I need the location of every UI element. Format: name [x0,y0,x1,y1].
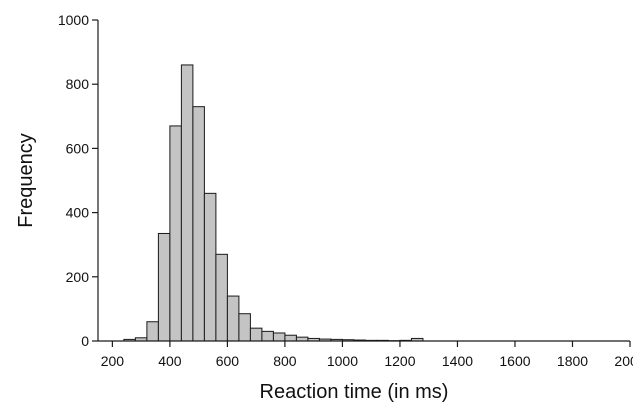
y-tick-label: 0 [81,333,89,349]
histogram-bar [180,64,194,342]
x-tick-label: 1800 [557,353,588,369]
x-tick-label: 400 [158,353,182,369]
y-tick-label: 600 [66,140,90,156]
x-tick-label: 1400 [442,353,473,369]
histogram-bar [284,334,297,342]
y-tick-label: 200 [66,269,90,285]
histogram-bar [249,327,263,342]
x-tick-label: 800 [273,353,297,369]
histogram-bar [238,313,251,342]
histogram-bar [169,125,182,342]
histogram-bar [146,321,159,342]
y-axis-title: Frequency [15,133,37,228]
histogram-bar [226,295,240,342]
y-tick-label: 1000 [58,12,89,28]
x-tick-label: 1000 [327,353,358,369]
histogram-bar [261,330,274,342]
bars-group [123,64,424,342]
x-tick-label: 200 [101,353,125,369]
x-tick-label: 600 [216,353,240,369]
histogram-bar [272,332,286,342]
y-tick-label: 400 [66,205,90,221]
histogram-bar [215,253,228,342]
histogram-bar [203,192,217,342]
histogram-bar [157,232,171,342]
x-axis-title: Reaction time (in ms) [260,381,449,403]
axes-group: 200 400 600 800 1000 1200 1400 1600 1800 2000 0 200… [58,12,633,369]
x-tick-label: 1200 [384,353,415,369]
histogram-bar [192,106,205,342]
x-tick-label: 2000 [614,353,633,369]
y-tick-label: 800 [66,76,90,92]
x-tick-label: 1600 [499,353,530,369]
